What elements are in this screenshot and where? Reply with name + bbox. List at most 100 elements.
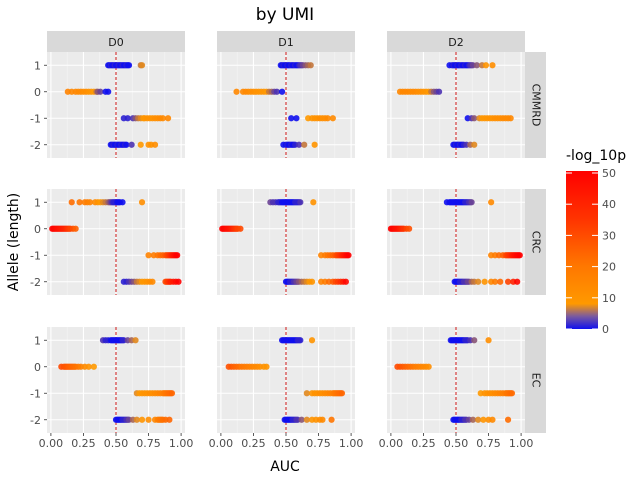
data-point — [297, 199, 304, 206]
data-point — [97, 88, 104, 95]
data-point — [338, 390, 346, 397]
y-tick-label: -1 — [30, 112, 41, 125]
data-point — [324, 115, 331, 122]
data-point — [497, 278, 504, 285]
colorbar-ticks: 0 10 20 30 40 50 — [566, 167, 616, 336]
facet-panel — [387, 189, 525, 295]
data-point — [164, 115, 172, 122]
data-point — [128, 141, 135, 148]
data-point — [471, 141, 478, 148]
data-point — [308, 337, 316, 344]
x-tick-label: 0.75 — [476, 437, 501, 450]
colorbar-legend: -log_10p 0 10 20 30 40 50 — [566, 148, 626, 336]
y-axis-title: Allele (length) — [6, 193, 22, 291]
y-tick-label: -1 — [30, 387, 41, 400]
x-tick-label: 0.50 — [274, 437, 299, 450]
x-axis-title: AUC — [270, 459, 300, 475]
facet-panel — [387, 52, 525, 158]
x-tick-label: 0.00 — [39, 437, 64, 450]
facet-panel — [217, 189, 355, 295]
data-point — [481, 278, 488, 285]
x-tick-label: 0.75 — [306, 437, 331, 450]
row-strip-label: EC — [530, 373, 543, 388]
data-point — [151, 141, 159, 148]
data-point — [473, 62, 480, 69]
data-point — [303, 416, 310, 423]
data-point — [303, 390, 310, 397]
x-tick-label: 0.25 — [71, 437, 96, 450]
y-tick-label: -2 — [30, 276, 41, 289]
y-tick-label: -2 — [30, 414, 41, 427]
data-point — [301, 141, 308, 148]
x-tick-label: 0.00 — [379, 437, 404, 450]
data-point — [485, 337, 492, 344]
data-point — [237, 225, 244, 232]
data-point — [133, 416, 140, 423]
facet-panel — [217, 52, 355, 158]
colorbar-tick-label: 0 — [602, 323, 609, 336]
data-point — [138, 416, 146, 423]
data-point — [480, 416, 487, 423]
data-point — [504, 416, 512, 423]
data-point — [435, 88, 443, 95]
data-point — [308, 278, 316, 285]
data-point — [328, 416, 335, 423]
data-point — [159, 115, 166, 122]
data-point — [471, 337, 478, 344]
data-point — [72, 225, 79, 232]
column-strip-label: D1 — [278, 36, 293, 49]
row-strip — [525, 327, 546, 433]
data-point — [273, 88, 280, 95]
data-point — [425, 363, 432, 370]
row-strip-label: CMMRD — [530, 84, 543, 127]
data-point — [488, 199, 495, 206]
data-point — [293, 115, 300, 122]
x-tick-label: 1.00 — [169, 437, 194, 450]
y-tick-label: 1 — [34, 196, 41, 209]
data-point — [76, 199, 83, 206]
y-tick-label: 0 — [34, 361, 41, 374]
data-point — [469, 416, 477, 423]
data-point — [145, 252, 152, 259]
facet-panel — [47, 52, 185, 158]
data-point — [489, 416, 496, 423]
data-point — [175, 278, 182, 285]
row-strip — [525, 52, 546, 158]
data-point — [119, 199, 126, 206]
y-tick-label: 0 — [34, 86, 41, 99]
x-tick-label: 0.50 — [104, 437, 129, 450]
data-point — [105, 88, 112, 95]
row-strip-label: CRC — [530, 231, 543, 254]
data-point — [123, 141, 130, 148]
data-point — [168, 390, 176, 397]
data-point — [137, 141, 144, 148]
data-point — [132, 337, 139, 344]
x-tick-label: 0.25 — [411, 437, 436, 450]
x-tick-label: 0.75 — [136, 437, 161, 450]
data-point — [85, 363, 92, 370]
data-point — [491, 278, 499, 285]
y-tick-label: -1 — [30, 249, 41, 262]
x-tick-label: 0.50 — [444, 437, 469, 450]
colorbar-tick-label: 30 — [602, 229, 616, 242]
data-point — [278, 88, 286, 95]
data-point — [475, 278, 482, 285]
colorbar-tick-label: 40 — [602, 198, 616, 211]
column-strip — [217, 31, 355, 52]
colorbar-tick-label: 50 — [602, 167, 616, 180]
column-strip-label: D2 — [448, 36, 463, 49]
data-point — [471, 115, 478, 122]
x-tick-label: 0.25 — [241, 437, 266, 450]
data-point — [310, 199, 317, 206]
data-point — [345, 252, 352, 259]
facet-panel — [387, 327, 525, 433]
data-point — [507, 115, 514, 122]
column-strip-label: D0 — [108, 36, 123, 49]
data-point — [319, 416, 326, 423]
data-point — [489, 62, 496, 69]
column-strip — [47, 31, 185, 52]
colorbar — [566, 171, 598, 329]
data-point — [311, 141, 318, 148]
data-point — [90, 363, 97, 370]
